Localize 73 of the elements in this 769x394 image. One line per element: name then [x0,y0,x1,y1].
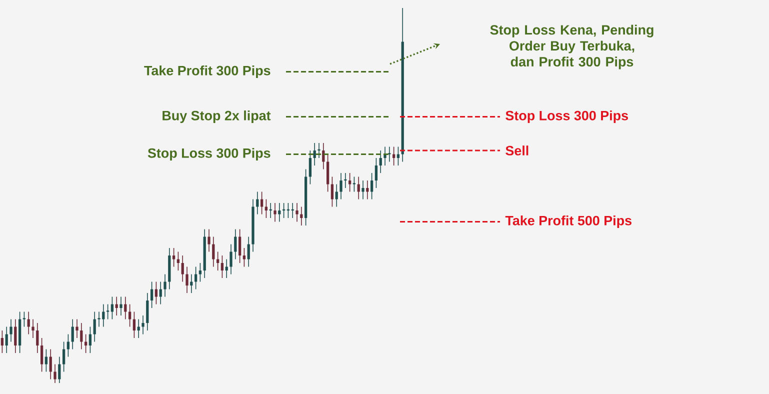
candlestick [396,146,400,166]
candlestick [370,172,374,200]
candlestick [379,150,382,174]
candlestick [120,296,122,316]
candlestick [374,158,378,188]
candlestick [278,202,281,222]
candlestick [296,202,298,222]
candlestick [242,248,246,268]
candlestick [44,348,48,372]
candlestick [80,322,83,350]
candlestick [164,274,166,298]
candlestick [238,228,242,264]
candlestick [27,311,30,335]
ref-line-label: Sell [506,146,528,156]
candlestick [186,266,188,294]
ref-line-label: Take Profit 300 Pips [144,65,270,78]
candlestick [146,292,149,331]
candlestick [247,236,250,268]
candlestick [256,191,259,215]
candlestick [340,172,342,200]
ref-line-label: Stop Loss 300 Pips [506,110,628,124]
candlestick [128,304,132,328]
candlestick [220,255,224,278]
candlestick [93,311,96,342]
candlestick [106,304,110,320]
candlestick [274,202,276,222]
candlestick [154,281,158,305]
candlestick [159,281,162,305]
candlestick [66,334,70,358]
candlestick [208,228,210,252]
candlestick [172,248,176,268]
candlestick [194,266,198,290]
candlestick [313,142,316,166]
candlestick [22,311,26,328]
candlestick [76,318,78,338]
candlestick [49,348,52,380]
candlestick [335,184,338,208]
candlestick [98,311,100,328]
text: Stop Loss Kena, Pending Order Buy Terbuka, dan Profit 300 Pips [490,24,654,70]
candlestick [71,318,74,350]
candlestick [110,296,114,320]
candlestick [150,281,154,308]
candlestick [32,318,34,338]
candlestick [318,142,320,158]
candlestick [5,326,8,354]
candlestick [330,176,334,208]
candlestick [308,150,312,185]
candlestick [40,338,44,372]
candlestick [88,326,92,354]
candlestick [260,191,264,215]
ref-line-label: Buy Stop 2x lipat [162,110,271,124]
candlestick [181,255,184,282]
candlestick [62,341,66,372]
candlestick [212,236,215,268]
candlestick [58,356,61,384]
candlestick [36,322,39,354]
ref-line-label: Take Profit 500 Pips [505,215,632,228]
candlestick [326,154,330,192]
candlestick [357,176,360,200]
candlestick [362,180,364,200]
candlestick [230,244,232,275]
candlestick [54,364,56,384]
candlestick [392,146,396,166]
candlestick [198,262,202,282]
candlestick [0,330,4,354]
candlestick [142,315,144,335]
ref-line-label: Stop Loss 300 Pips [148,148,270,161]
candlestick [234,228,237,260]
candlestick [14,318,17,354]
candlestick [124,296,127,320]
candlestick [132,311,136,338]
candlestick [384,146,386,166]
candlestick [10,318,12,342]
